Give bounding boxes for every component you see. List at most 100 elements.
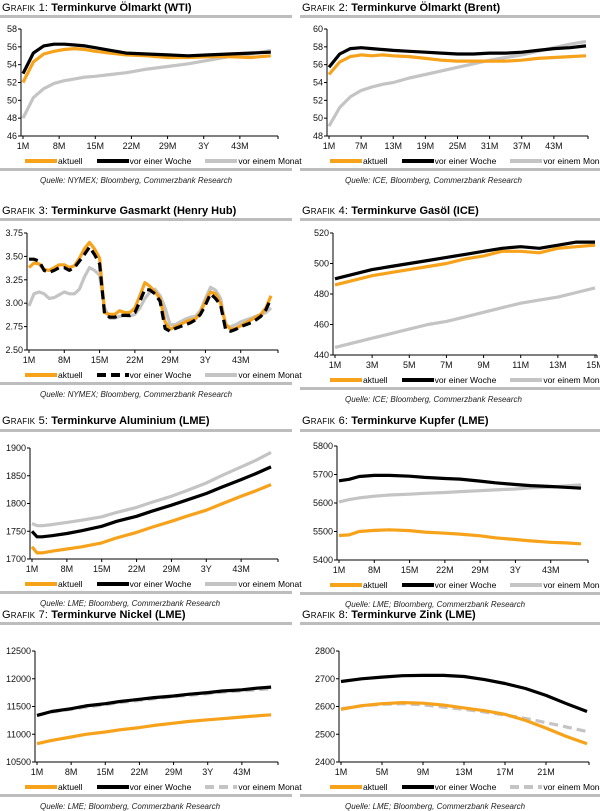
legend-swatch-monat (205, 582, 238, 586)
chart-legend: aktuell vor einer Woche vor einem Monat (25, 156, 316, 166)
chart-legend: aktuell vor einer Woche vor einem Monat (25, 370, 316, 380)
legend-item-aktuell: aktuell (25, 370, 83, 380)
x-tick-label: 43M (542, 565, 560, 575)
legend-swatch-woche (96, 785, 129, 789)
chart-title: Grafik 2: Terminkurve Ölmarkt (Brent) (302, 2, 500, 14)
chart-number: Grafik 8: (302, 609, 349, 621)
chart-panel-grafik5: Grafik 5: Terminkurve Aluminium (LME) 170… (0, 405, 302, 608)
legend-swatch-woche (401, 378, 434, 382)
x-tick-label: 1M (333, 565, 346, 575)
bottom-divider (300, 592, 600, 595)
bottom-divider (300, 387, 600, 390)
legend-item-aktuell: aktuell (25, 782, 83, 792)
x-tick-label: 3M (366, 360, 379, 370)
x-tick-label: 8M (65, 767, 78, 777)
x-tick-label: 43M (232, 564, 250, 574)
chart-title-text: Terminkurve Ölmarkt (WTI) (48, 2, 192, 14)
legend-item-monat: vor einem Monat (205, 370, 302, 380)
legend-swatch-aktuell (25, 373, 57, 377)
legend-label: vor einem Monat (238, 579, 302, 589)
legend-swatch-monat (205, 159, 238, 163)
chart-number: Grafik 1: (2, 2, 49, 14)
legend-swatch-woche (96, 582, 129, 586)
legend-item-aktuell: aktuell (330, 782, 388, 792)
series-line-monat (36, 687, 272, 717)
y-tick-label: 2800 (315, 646, 335, 656)
legend-swatch-woche (401, 785, 434, 789)
legend-label: vor einem Monat (238, 782, 302, 792)
legend-item-monat: vor einem Monat (205, 579, 302, 589)
bottom-divider (300, 168, 600, 171)
series-line-aktuell (340, 700, 588, 746)
y-tick-label: 5400 (313, 555, 333, 565)
series-line-aktuell (36, 713, 272, 746)
x-tick-label: 1M (26, 564, 39, 574)
chart-legend: aktuell vor einer Woche vor einem Monat (330, 782, 600, 792)
series-line-woche (29, 245, 273, 333)
chart-panel-grafik8: Grafik 8: Terminkurve Zink (LME) 2400 2500… (300, 607, 600, 811)
title-divider (0, 218, 292, 221)
x-tick-label: 1M (335, 767, 348, 777)
line-chart: 2.50 2.75 3.00 3.25 3.50 3.75 1M 8M 15M 22M 29M 3Y 4… (5, 228, 279, 365)
legend-label: vor einer Woche (129, 782, 192, 792)
chart-title: Grafik 3: Terminkurve Gasmarkt (Henry Hu… (2, 205, 236, 217)
x-tick-label: 3Y (200, 355, 211, 365)
title-divider (300, 429, 600, 432)
legend-label: vor einer Woche (434, 580, 497, 590)
title-divider (0, 429, 292, 432)
x-tick-label: 43M (233, 767, 251, 777)
y-tick-label: 5600 (313, 498, 333, 508)
x-tick-label: 25M (449, 141, 467, 151)
x-tick-label: 3Y (201, 564, 212, 574)
legend-item-monat: vor einem Monat (510, 782, 600, 792)
chart-source: Quelle: ICE, Bloomberg, Commerzbank Rese… (345, 176, 522, 185)
x-tick-label: 15M (586, 360, 600, 370)
chart-number: Grafik 6: (302, 415, 349, 427)
chart-panel-grafik1: Grafik 1: Terminkurve Ölmarkt (WTI) 46 48 5… (0, 0, 302, 202)
y-tick-label: 52 (7, 78, 17, 88)
legend-item-monat: vor einem Monat (510, 156, 600, 166)
x-tick-label: 9M (477, 360, 490, 370)
legend-swatch-monat (510, 159, 543, 163)
x-tick-label: 5M (376, 767, 389, 777)
legend-item-woche: vor einer Woche (401, 375, 497, 385)
y-tick-label: 11500 (7, 702, 31, 712)
legend-swatch-aktuell (25, 159, 57, 163)
chart-panel-grafik6: Grafik 6: Terminkurve Kupfer (LME) 5400 55… (300, 405, 600, 609)
legend-item-woche: vor einer Woche (401, 782, 496, 792)
x-tick-label: 9M (417, 767, 430, 777)
legend-label: vor einer Woche (434, 375, 497, 385)
series-line-aktuell (27, 240, 273, 332)
x-tick-label: 37M (513, 141, 531, 151)
legend-label: vor einer Woche (129, 579, 192, 589)
legend-label: vor einer Woche (434, 156, 497, 166)
chart-legend: aktuell vor einer Woche vor einem Monat (330, 580, 600, 590)
y-tick-label: 1700 (6, 554, 26, 564)
chart-panel-grafik3: Grafik 3: Terminkurve Gasmarkt (Henry Hu… (0, 203, 302, 405)
y-tick-label: 56 (313, 60, 323, 70)
x-tick-label: 1M (329, 360, 342, 370)
x-tick-label: 1M (323, 141, 336, 151)
y-tick-label: 3.75 (5, 228, 23, 238)
chart-source: Quelle: LME; Bloomberg, Commerzbank Rese… (40, 802, 221, 811)
x-tick-label: 29M (159, 141, 177, 151)
legend-swatch-monat (205, 373, 238, 377)
legend-item-monat: vor einem Monat (510, 580, 600, 590)
x-tick-label: 15M (401, 565, 419, 575)
chart-title-text: Terminkurve Kupfer (LME) (348, 415, 489, 427)
bottom-divider (0, 591, 292, 594)
chart-source: Quelle: NYMEX; Bloomberg, Commerzbank Re… (40, 390, 233, 399)
series-line-woche (338, 473, 582, 490)
chart-title: Grafik 6: Terminkurve Kupfer (LME) (302, 415, 489, 427)
legend-swatch-monat (510, 785, 543, 789)
x-tick-label: 17M (496, 767, 514, 777)
y-tick-label: 1850 (6, 471, 26, 481)
y-tick-label: 2.50 (5, 345, 23, 355)
x-tick-label: 11M (512, 360, 529, 370)
line-chart: 2400 2500 2600 2700 2800 1M 5M 9M 13M 17M 21M (315, 646, 590, 777)
legend-label: vor einem Monat (543, 782, 600, 792)
legend-swatch-aktuell (330, 159, 362, 163)
chart-legend: aktuell vor einer Woche vor einem Monat (330, 156, 600, 166)
x-tick-label: 19M (417, 141, 435, 151)
y-tick-label: 50 (7, 95, 17, 105)
